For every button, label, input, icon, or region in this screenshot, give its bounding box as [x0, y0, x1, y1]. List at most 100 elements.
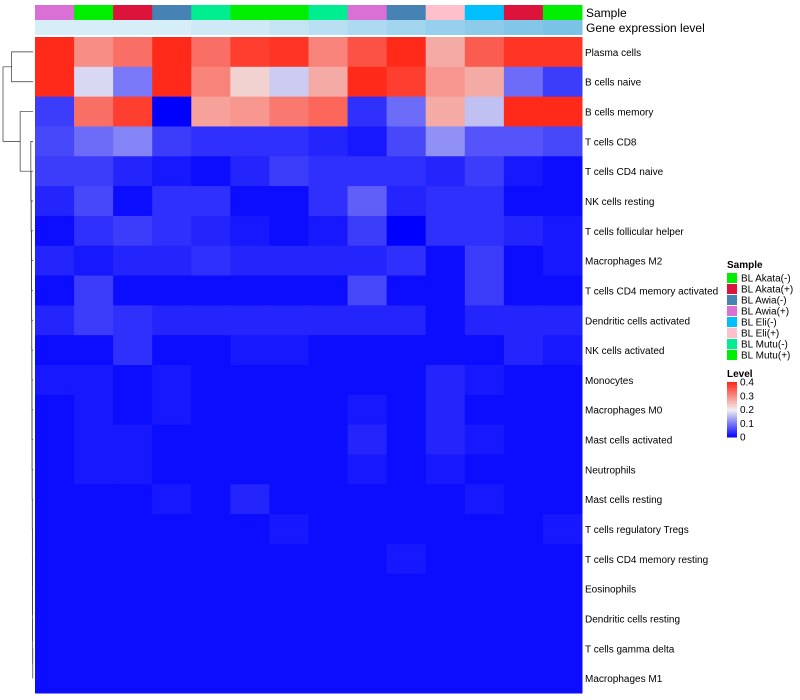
heatmap-cell [503, 335, 544, 366]
legend-label: BL Awia(+) [741, 307, 789, 318]
heatmap-cell [74, 484, 114, 515]
colorbar-segment [727, 420, 737, 423]
heatmap-cell [191, 156, 231, 187]
heatmap-cell [308, 663, 349, 694]
heatmap-cell [503, 603, 544, 634]
heatmap-cell [542, 394, 583, 426]
heatmap-cell [269, 275, 309, 306]
expression-annotation-cell [308, 20, 349, 35]
heatmap-cell [464, 365, 505, 396]
heatmap-cell [152, 573, 192, 605]
heatmap-cell [425, 156, 466, 187]
heatmap-cell [347, 424, 388, 455]
heatmap-cell [464, 156, 505, 187]
legend-swatch [727, 339, 737, 349]
heatmap-cell [347, 454, 388, 485]
heatmap-cell [74, 633, 114, 664]
legend-swatch [727, 273, 737, 283]
heatmap-cell [308, 514, 349, 545]
sample-annotation-cell [464, 5, 505, 20]
heatmap-cell [269, 335, 309, 366]
heatmap-cell [35, 603, 75, 634]
heatmap-cell [308, 603, 349, 634]
heatmap-cell [425, 603, 466, 634]
heatmap-cell [464, 37, 505, 68]
heatmap-cell [230, 365, 270, 396]
legend-label: BL Mutu(-) [741, 340, 788, 351]
sample-annotation-cell [35, 5, 75, 20]
sample-annotation-cell [269, 5, 309, 20]
heatmap-cell [308, 66, 349, 98]
heatmap-cell [347, 66, 388, 98]
heatmap-cell [347, 245, 388, 277]
expression-annotation-cell [230, 20, 270, 35]
heatmap-cell [269, 245, 309, 277]
expression-annotation-cell [152, 20, 192, 35]
colorbar-segment [727, 431, 737, 434]
heatmap-cell [464, 305, 505, 336]
heatmap-cell [386, 543, 427, 575]
heatmap-cell [35, 305, 75, 336]
heatmap-cell [503, 394, 544, 426]
sample-annotation-cell [308, 5, 349, 20]
heatmap-cell [230, 66, 270, 98]
heatmap-cell [308, 37, 349, 68]
row-labels: Plasma cells B cells naive B cells memory T… [585, 48, 718, 685]
heatmap-cell [503, 37, 544, 68]
heatmap-cell [35, 543, 75, 575]
heatmap-cell [269, 573, 309, 605]
heatmap-cell [35, 394, 75, 426]
heatmap-cell [74, 156, 114, 187]
heatmap-cell [542, 514, 583, 545]
heatmap-cell [464, 126, 505, 157]
heatmap-cell [386, 663, 427, 694]
heatmap-cell [35, 186, 75, 217]
heatmap-cell [425, 633, 466, 664]
heatmap-cell [464, 245, 505, 277]
colorbar-segment [727, 382, 737, 384]
expression-annotation-cell [542, 20, 583, 35]
colorbar-segment [727, 429, 737, 431]
heatmap-cell [35, 37, 75, 68]
heatmap-cell [308, 186, 349, 217]
heatmap-cell [464, 96, 505, 127]
heatmap-cell [191, 454, 231, 485]
heatmap-cell [269, 424, 309, 455]
heatmap-cell [308, 484, 349, 515]
heatmap-cell [191, 663, 231, 694]
heatmap-cell [269, 305, 309, 336]
expression-annotation-cell [269, 20, 309, 35]
row-label: Mast cells resting [585, 495, 662, 506]
row-label: Plasma cells [585, 48, 641, 59]
colorbar-segment [727, 406, 737, 408]
heatmap-cell [308, 245, 349, 277]
heatmap-cell [425, 543, 466, 575]
colorbar-segment [727, 387, 737, 390]
heatmap-cell [542, 37, 583, 68]
legend-swatch [727, 295, 737, 305]
heatmap-cell [425, 66, 466, 98]
heatmap-cell [464, 66, 505, 98]
heatmap-cell [152, 275, 192, 306]
heatmap-cell [425, 215, 466, 247]
heatmap-cell [191, 275, 231, 306]
heatmap-cell [230, 543, 270, 575]
heatmap-cell [308, 335, 349, 366]
heatmap-cell [152, 543, 192, 575]
heatmap-cell [425, 394, 466, 426]
colorbar-segment [727, 393, 737, 395]
heatmap-cell [35, 663, 75, 694]
heatmap-cell [464, 275, 505, 306]
row-dendrogram [2, 51, 34, 679]
heatmap-cell [269, 663, 309, 694]
heatmap-cell [35, 424, 75, 455]
row-label: B cells memory [585, 108, 653, 119]
heatmap-cell [74, 126, 114, 157]
heatmap-cell [386, 245, 427, 277]
heatmap-cell [386, 603, 427, 634]
row-label: Macrophages M1 [585, 674, 663, 685]
heatmap-cell [347, 633, 388, 664]
heatmap-cell [230, 454, 270, 485]
heatmap-cell [386, 394, 427, 426]
expression-annotation-cell [113, 20, 153, 35]
